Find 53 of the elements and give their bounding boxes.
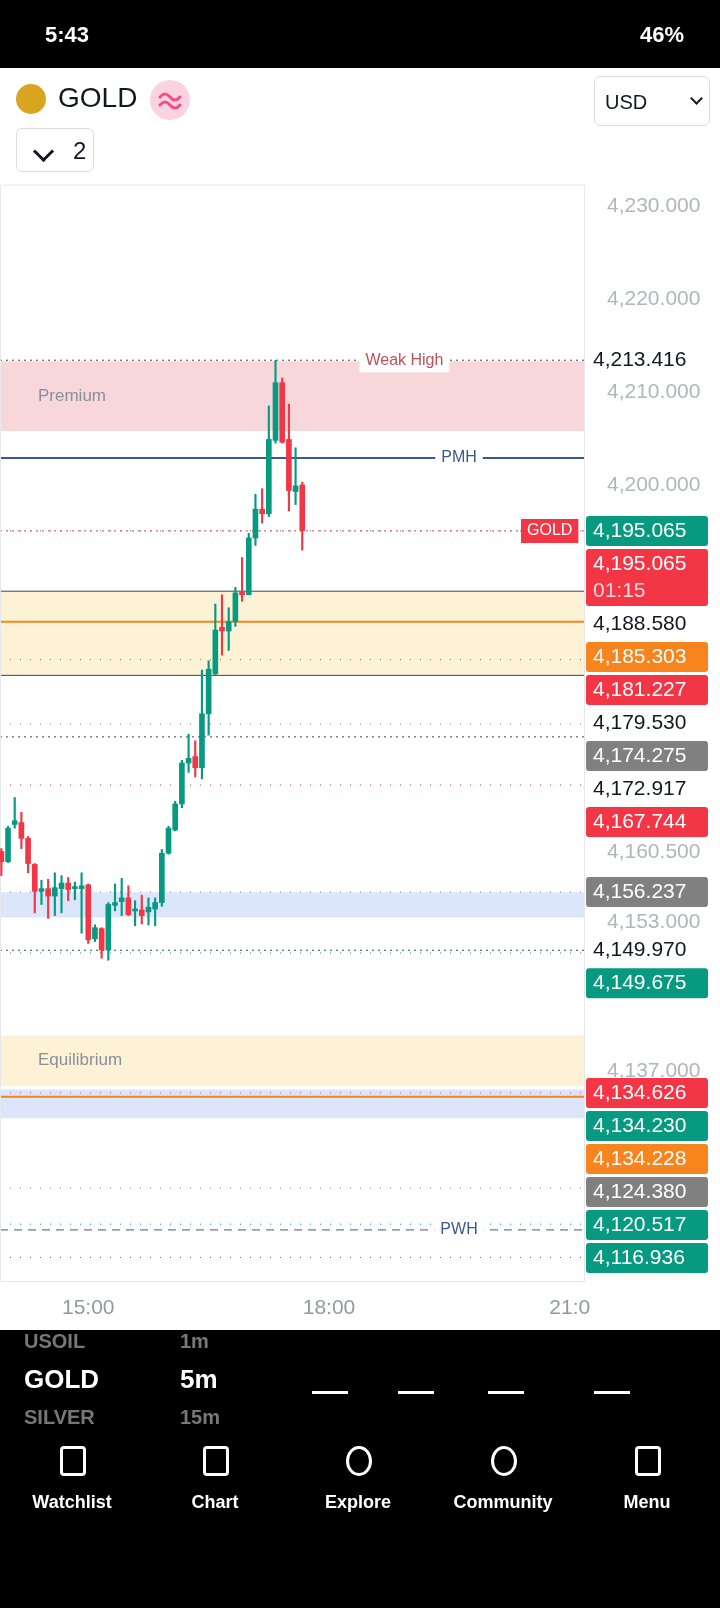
ref-line-label: 4,156.237 <box>593 878 687 902</box>
ref-line-label: 4,134.228 <box>593 1145 687 1169</box>
annotation: PWH <box>440 1220 478 1238</box>
y-tick-label: 4,137.000 <box>607 1057 701 1081</box>
text: Menu <box>623 1492 671 1513</box>
y-tick-label: 4,153.000 <box>607 908 701 932</box>
text: USOIL <box>24 1330 86 1353</box>
y-tick-label: 4,210.000 <box>607 378 701 402</box>
text: 01:15 <box>593 577 646 601</box>
text: Watchlist <box>32 1492 112 1513</box>
text: 2 <box>16 128 94 172</box>
annotation: Weak High <box>365 350 444 368</box>
text: Community <box>453 1492 553 1513</box>
ref-line-label: 4,149.970 <box>593 937 687 961</box>
annotation: PMH <box>441 448 477 466</box>
text: 46% <box>640 22 685 48</box>
annotation: GOLD <box>527 521 573 539</box>
ref-line-label: 4,179.530 <box>593 709 687 733</box>
ref-line-label: 4,124.380 <box>593 1178 687 1202</box>
x-tick-label: 15:00 <box>61 1295 115 1319</box>
text: 15m <box>180 1406 221 1429</box>
ref-line-label: 4,120.517 <box>593 1211 687 1235</box>
y-tick-label: 4,230.000 <box>607 192 701 216</box>
text: GOLD <box>24 1364 100 1395</box>
ref-line-label: 4,185.303 <box>593 643 687 667</box>
text: Explore <box>324 1492 392 1513</box>
text: 1m <box>180 1330 209 1353</box>
ref-line-label: 4,188.580 <box>593 610 687 634</box>
y-tick-label: 4,160.500 <box>607 839 701 863</box>
ref-line-label: 4,134.626 <box>593 1079 687 1103</box>
y-tick-label: 4,220.000 <box>607 285 701 309</box>
text: Chart <box>191 1492 239 1513</box>
text: SILVER <box>24 1406 95 1429</box>
x-tick-label: 21:0 <box>549 1295 591 1319</box>
ref-line-label: 4,195.065 <box>593 550 687 574</box>
x-tick-label: 18:00 <box>302 1295 356 1319</box>
candlestick <box>38 879 45 905</box>
band-label: Premium <box>38 385 107 405</box>
ref-line-label: 4,116.936 <box>593 1244 685 1268</box>
ref-line-label: 4,149.675 <box>593 970 687 994</box>
band-label: Equilibrium <box>38 1050 123 1070</box>
ref-line-label: 4,174.275 <box>593 742 687 766</box>
y-tick-label: 4,200.000 <box>607 471 701 495</box>
ref-line-label: 4,195.065 <box>593 517 687 541</box>
text: 5:43 <box>45 22 90 48</box>
text: USD <box>594 76 710 126</box>
ref-line-label: 4,181.227 <box>593 676 687 700</box>
ref-line-label: 4,172.917 <box>593 775 687 799</box>
ref-line-label: 4,167.744 <box>593 808 687 832</box>
chart-title: GOLD <box>58 82 138 114</box>
ref-line-label: 4,213.416 <box>593 347 687 371</box>
ref-line-label: 4,134.230 <box>593 1112 687 1136</box>
text: 5m <box>180 1364 218 1395</box>
